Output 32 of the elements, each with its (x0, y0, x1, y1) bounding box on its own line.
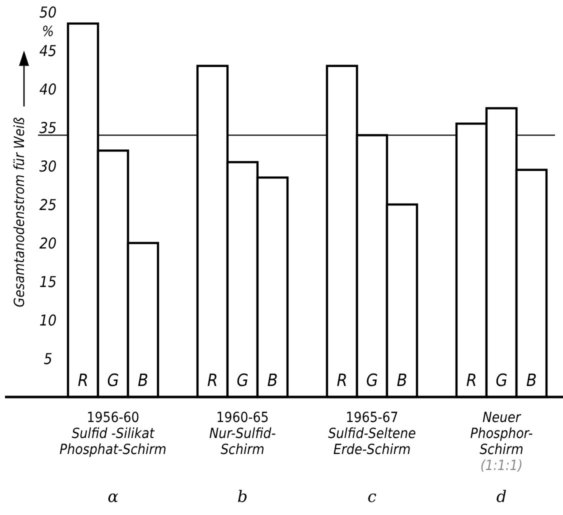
x-tick-label: Neuer Phosphor- Schirm (1:1:1) (470, 410, 534, 474)
y-tick-label: 25 (39, 196, 57, 214)
x-tick-label: 1960-65 Nur-Sulfid- Schirm (209, 410, 276, 458)
text: R (466, 371, 477, 391)
text: G (366, 371, 378, 391)
text: b (237, 487, 248, 506)
annotation: % (42, 24, 54, 40)
text: B (526, 371, 537, 391)
y-tick-label: 45 (39, 42, 57, 60)
y-tick-label: 15 (39, 272, 57, 291)
series-label: B (138, 371, 148, 391)
y-tick-label: 30 (39, 157, 57, 176)
x-tick-label: 1956-60 Sulfid -Silikat Phosphat-Schirm (60, 410, 166, 458)
text: d (496, 487, 507, 506)
text: R (336, 371, 348, 391)
text: α (108, 487, 119, 506)
text: R (207, 371, 218, 391)
series-label: G (107, 371, 120, 391)
text: B (396, 371, 408, 391)
y-tick-label: 10 (39, 311, 57, 330)
series-label: R (78, 371, 88, 391)
text: B (267, 371, 278, 391)
y-axis-title: Gesamtanodenstrom für Weiß (12, 117, 28, 308)
text: G (496, 371, 508, 391)
y-tick-label: 40 (39, 80, 57, 98)
y-tick-label: 20 (39, 234, 57, 252)
x-tick-label: 1965-67 Sulfid-Seltene Erde-Schirm (328, 410, 416, 458)
y-tick-label: 5 (44, 350, 52, 368)
y-tick-label: 35 (39, 118, 57, 137)
y-tick-label: 50 (39, 3, 57, 22)
text: G (236, 371, 248, 391)
text: c (368, 487, 377, 506)
